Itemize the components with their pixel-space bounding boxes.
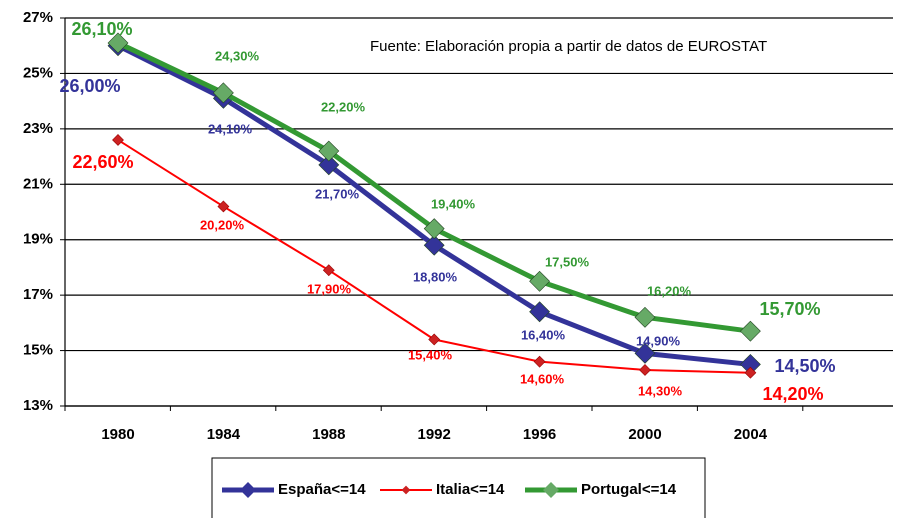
marker <box>529 301 551 323</box>
marker <box>744 366 757 379</box>
data-label: 18,80% <box>413 269 458 284</box>
data-label: 20,20% <box>200 217 245 232</box>
y-tick-label: 13% <box>23 397 53 414</box>
data-label: 24,10% <box>208 121 253 136</box>
marker <box>634 342 656 364</box>
marker <box>423 234 445 256</box>
data-label: 19,40% <box>431 196 476 211</box>
x-tick-label: 1988 <box>312 426 345 443</box>
y-tick-label: 27% <box>23 9 53 26</box>
legend-marker <box>240 482 256 498</box>
marker <box>739 320 761 342</box>
marker <box>428 333 441 346</box>
marker <box>217 200 230 213</box>
x-tick-label: 1980 <box>101 426 134 443</box>
x-tick-label: 1992 <box>418 426 451 443</box>
x-tick-label: 2004 <box>734 426 768 443</box>
y-tick-label: 25% <box>23 64 53 81</box>
legend-box <box>211 457 706 518</box>
legend-marker <box>543 482 559 498</box>
marker <box>423 218 445 240</box>
data-label: 15,40% <box>408 347 453 362</box>
marker <box>212 82 234 104</box>
data-label: 22,20% <box>321 99 366 114</box>
legend-marker <box>401 485 411 495</box>
data-label: 26,10% <box>71 19 132 39</box>
marker <box>107 32 129 54</box>
marker <box>322 264 335 277</box>
data-label: 16,40% <box>521 327 566 342</box>
y-tick-label: 21% <box>23 175 53 192</box>
marker <box>533 355 546 368</box>
annotation: Fuente: Elaboración propia a partir de d… <box>370 38 767 55</box>
marker <box>112 134 124 146</box>
y-tick-label: 19% <box>23 231 53 248</box>
data-label: 22,60% <box>72 152 133 172</box>
x-tick-label: 1996 <box>523 426 556 443</box>
data-label: 21,70% <box>315 186 360 201</box>
x-tick-label: 2000 <box>628 426 661 443</box>
marker <box>318 154 340 176</box>
data-label: 14,20% <box>762 384 823 404</box>
data-label: 15,70% <box>759 299 820 319</box>
data-label: 17,50% <box>545 254 590 269</box>
data-label: 14,90% <box>636 333 681 348</box>
legend-label: Italia<=14 <box>436 481 505 498</box>
y-tick-label: 15% <box>23 342 53 359</box>
marker <box>529 270 551 292</box>
data-label: 14,50% <box>774 356 835 376</box>
data-label: 26,00% <box>59 76 120 96</box>
marker <box>639 364 651 376</box>
data-label: 24,30% <box>215 48 260 63</box>
data-label: 17,90% <box>307 281 352 296</box>
data-label: 14,60% <box>520 371 565 386</box>
x-tick-label: 1984 <box>207 426 241 443</box>
marker <box>318 140 340 162</box>
y-tick-label: 17% <box>23 286 53 303</box>
data-label: 16,20% <box>647 283 692 298</box>
legend-label: Portugal<=14 <box>581 481 677 498</box>
y-tick-label: 23% <box>23 120 53 137</box>
marker <box>634 306 656 328</box>
legend-label: España<=14 <box>278 481 366 498</box>
data-label: 14,30% <box>638 383 683 398</box>
